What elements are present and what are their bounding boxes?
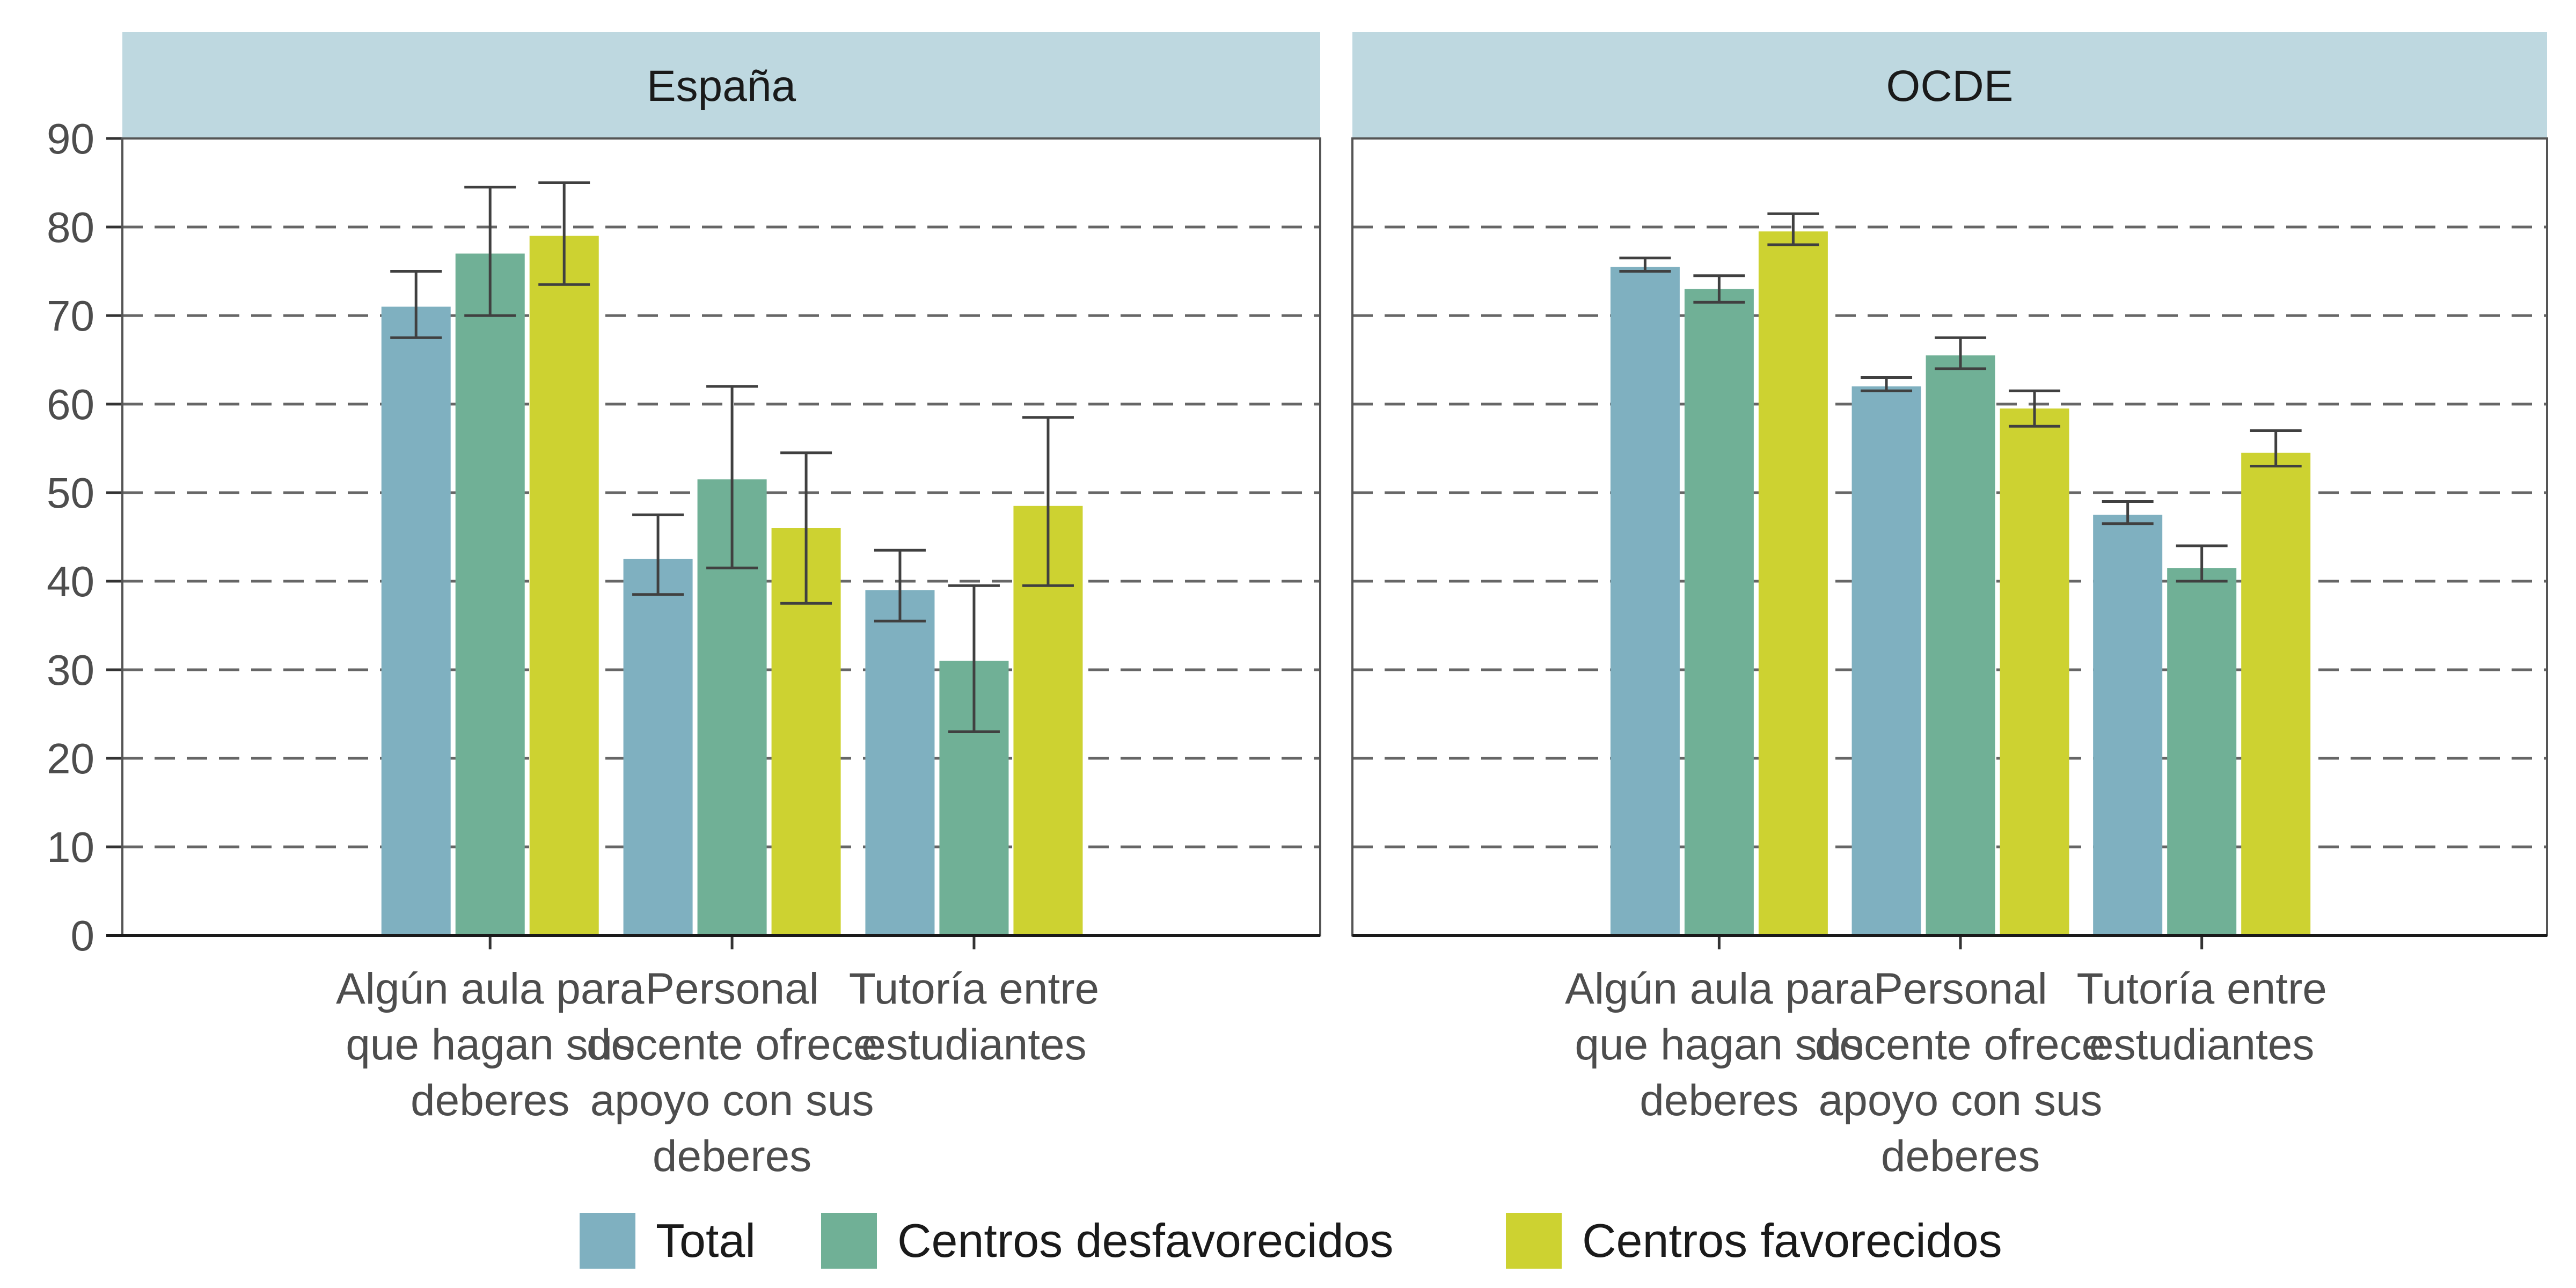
y-tick-label: 80 [47, 203, 94, 251]
y-tick-label: 50 [47, 469, 94, 517]
bar [1926, 355, 1995, 935]
category-label: docente ofrece [587, 1020, 878, 1069]
category-label: Algún aula para [336, 964, 645, 1013]
category-label: Tutoría entre [849, 964, 1099, 1013]
legend-label: Centros favorecidos [1582, 1214, 2002, 1267]
category-label: Algún aula para [1565, 964, 1874, 1013]
y-tick-label: 90 [47, 115, 94, 163]
bar [1758, 231, 1828, 935]
y-tick-label: 10 [47, 823, 94, 871]
bar [2167, 568, 2237, 935]
category-label: deberes [653, 1132, 811, 1181]
category-label: docente ofrece [1815, 1020, 2106, 1069]
category-label: apoyo con sus [1819, 1076, 2103, 1125]
category-label: Personal [1874, 964, 2047, 1013]
category-label: que hagan sus [1575, 1020, 1863, 1069]
y-tick-label: 40 [47, 558, 94, 605]
legend-swatch [821, 1213, 877, 1269]
bar [1610, 267, 1680, 935]
bar [2093, 515, 2163, 935]
legend-label: Total [656, 1214, 756, 1267]
category-label: deberes [411, 1076, 569, 1125]
y-tick-label: 20 [47, 735, 94, 782]
bar [2241, 452, 2311, 935]
bar [381, 306, 451, 935]
y-tick-label: 70 [47, 292, 94, 340]
category-label: apoyo con sus [590, 1076, 874, 1125]
category-label: Tutoría entre [2076, 964, 2326, 1013]
panel-title: España [647, 62, 796, 111]
bar [455, 253, 525, 935]
bar [865, 590, 935, 935]
legend-swatch [580, 1213, 635, 1269]
category-label: deberes [1881, 1132, 2040, 1181]
bar [2000, 408, 2069, 935]
bar [1684, 289, 1754, 935]
bar [1851, 386, 1921, 935]
y-tick-label: 60 [47, 380, 94, 428]
bar [529, 236, 599, 935]
panel-title: OCDE [1886, 62, 2014, 111]
panel-strip [122, 32, 1320, 138]
category-label: estudiantes [2089, 1020, 2314, 1069]
category-label: deberes [1640, 1076, 1798, 1125]
legend-label: Centros desfavorecidos [897, 1214, 1393, 1267]
y-tick-label: 30 [47, 646, 94, 694]
category-label: estudiantes [861, 1020, 1086, 1069]
panel-strip [1352, 32, 2547, 138]
bar [623, 559, 693, 935]
category-label: que hagan sus [346, 1020, 634, 1069]
y-tick-label: 0 [71, 912, 95, 960]
legend-swatch [1506, 1213, 1562, 1269]
category-label: Personal [645, 964, 819, 1013]
